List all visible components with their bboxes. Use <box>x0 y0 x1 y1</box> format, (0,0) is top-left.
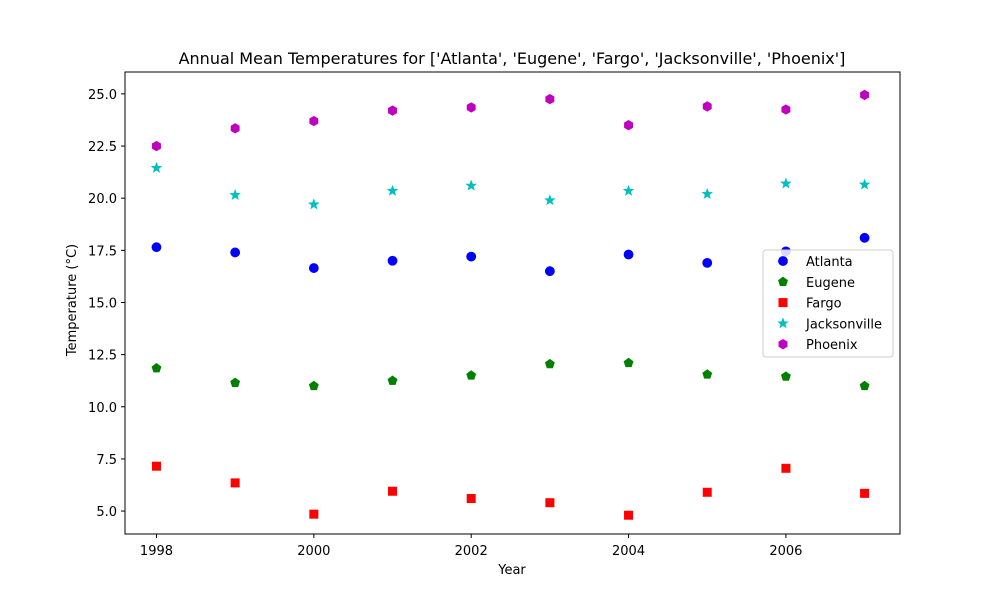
data-point-atlanta <box>859 232 870 243</box>
data-point-phoenix <box>152 140 161 152</box>
data-point-phoenix <box>860 89 870 101</box>
series-phoenix <box>152 89 870 152</box>
data-point-eugene <box>702 369 713 379</box>
x-tick-label: 2006 <box>769 544 802 559</box>
data-point-atlanta <box>702 257 713 268</box>
data-point-phoenix <box>230 123 240 134</box>
data-point-atlanta <box>308 263 319 273</box>
y-tick-label: 12.5 <box>88 349 117 364</box>
data-point-fargo <box>624 510 634 520</box>
data-point-jacksonville <box>780 177 792 189</box>
legend-marker-eugene <box>778 276 788 286</box>
data-point-jacksonville <box>544 194 556 206</box>
y-tick-label: 25.0 <box>88 88 117 103</box>
data-point-fargo <box>388 486 398 496</box>
series-jacksonville <box>150 161 871 210</box>
data-point-fargo <box>230 478 240 488</box>
legend-marker-fargo <box>778 298 788 308</box>
data-point-fargo <box>860 488 870 498</box>
data-point-atlanta <box>544 266 555 277</box>
data-point-atlanta <box>151 242 162 253</box>
plot-area: 1998 2000 2002 2004 2006 5.0 7.5 10.0 12.5 15.0 17… <box>88 71 901 559</box>
data-point-eugene <box>544 358 555 369</box>
series-eugene <box>151 357 870 391</box>
data-point-eugene <box>230 377 241 387</box>
data-point-eugene <box>859 380 870 391</box>
series-fargo <box>151 461 870 520</box>
y-tick-label: 7.5 <box>96 453 117 468</box>
legend-label-phoenix: Phoenix <box>806 338 858 353</box>
data-point-phoenix <box>781 104 791 115</box>
data-point-phoenix <box>466 102 476 113</box>
data-point-eugene <box>623 357 634 368</box>
legend-marker-phoenix <box>778 339 788 350</box>
legend-marker-jacksonville <box>777 317 789 329</box>
data-point-jacksonville <box>701 187 713 199</box>
data-point-atlanta <box>623 249 634 260</box>
data-point-jacksonville <box>308 198 320 210</box>
legend-label-jacksonville: Jacksonville <box>805 317 882 332</box>
data-point-phoenix <box>624 120 634 131</box>
legend-label-fargo: Fargo <box>806 297 842 312</box>
x-axis-label: Year <box>497 563 526 578</box>
data-point-fargo <box>466 494 476 504</box>
data-point-phoenix <box>309 115 319 127</box>
data-point-eugene <box>780 371 791 381</box>
plot-frame <box>124 71 901 535</box>
x-tick-label: 2000 <box>297 544 330 559</box>
y-tick-label: 22.5 <box>88 140 117 155</box>
data-point-fargo <box>702 487 712 497</box>
legend-box <box>762 249 894 358</box>
data-point-eugene <box>466 370 477 380</box>
data-point-jacksonville <box>229 189 241 200</box>
data-point-fargo <box>781 463 791 473</box>
data-point-eugene <box>308 380 319 391</box>
data-point-phoenix <box>545 93 555 105</box>
data-point-fargo <box>545 498 555 508</box>
data-point-eugene <box>151 363 162 373</box>
data-point-fargo <box>309 509 319 519</box>
legend: Atlanta Eugene Fargo Jacksonville Phoenix <box>762 249 894 358</box>
data-point-jacksonville <box>622 184 635 196</box>
x-tick-label: 2002 <box>455 544 488 559</box>
y-tick-label: 20.0 <box>88 192 117 207</box>
data-point-jacksonville <box>150 161 163 173</box>
y-tick-label: 15.0 <box>88 296 117 311</box>
data-point-fargo <box>151 461 161 471</box>
series-atlanta <box>151 232 870 277</box>
data-point-phoenix <box>702 101 712 112</box>
data-point-jacksonville <box>465 179 477 191</box>
data-point-phoenix <box>388 105 397 116</box>
y-tick-label: 5.0 <box>96 505 117 520</box>
chart-title: Annual Mean Temperatures for ['Atlanta',… <box>179 49 846 68</box>
data-point-atlanta <box>466 251 477 262</box>
y-tick-label: 17.5 <box>88 244 117 259</box>
data-point-jacksonville <box>386 184 399 196</box>
y-tick-label: 10.0 <box>88 401 117 416</box>
data-point-atlanta <box>387 255 398 266</box>
data-point-jacksonville <box>858 178 871 190</box>
data-point-eugene <box>387 375 398 385</box>
y-axis-label: Temperature (°C) <box>65 244 80 357</box>
legend-label-eugene: Eugene <box>806 276 855 291</box>
x-tick-label: 2004 <box>612 544 645 559</box>
legend-label-atlanta: Atlanta <box>806 255 853 270</box>
data-point-atlanta <box>230 247 241 258</box>
legend-marker-atlanta <box>778 256 788 266</box>
x-tick-label: 1998 <box>140 544 173 559</box>
